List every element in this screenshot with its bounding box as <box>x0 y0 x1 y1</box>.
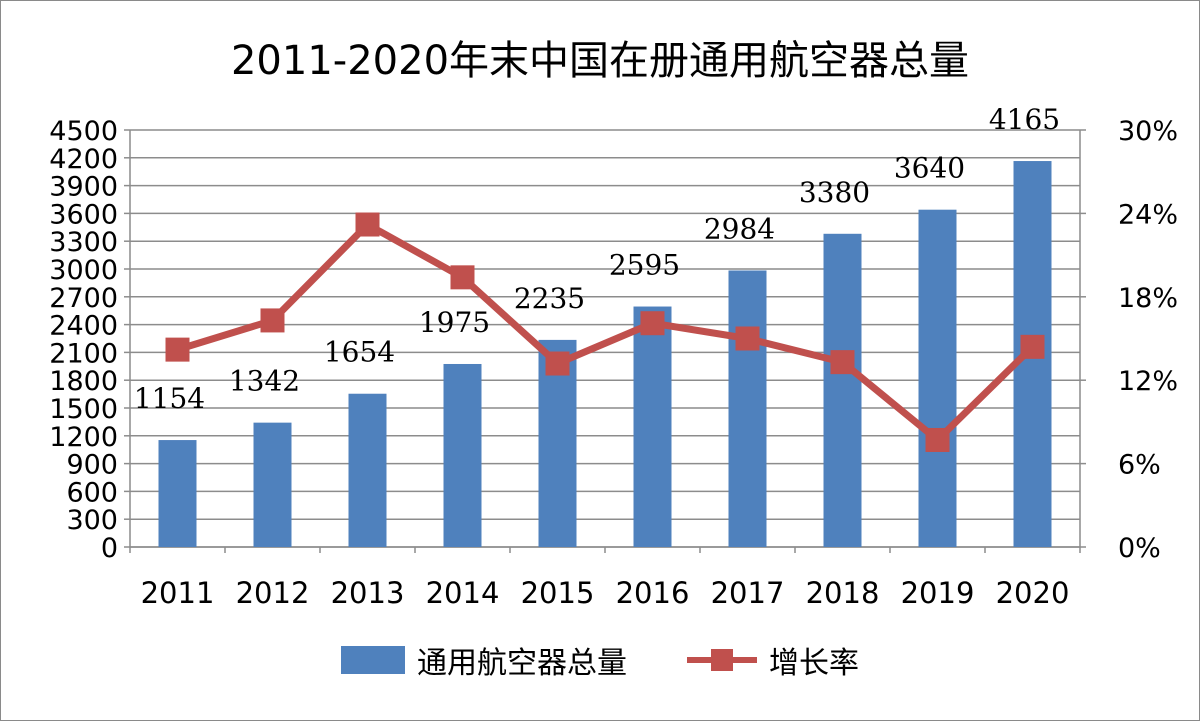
bar <box>823 233 862 547</box>
chart-title: 2011-2020年末中国在册通用航空器总量 <box>230 38 970 84</box>
y-left-tick-label: 1800 <box>49 366 118 397</box>
bar <box>348 393 387 547</box>
bar-data-label: 1654 <box>324 336 395 369</box>
bar-data-label: 1154 <box>134 382 205 415</box>
legend-swatch-line <box>687 646 757 674</box>
growth-marker <box>545 351 570 376</box>
bar-data-label: 4165 <box>989 103 1060 136</box>
growth-marker <box>1020 334 1045 359</box>
growth-marker <box>260 308 285 333</box>
y-left-tick-label: 900 <box>66 450 118 481</box>
y-left-tick-label: 3900 <box>49 172 118 203</box>
y-left-tick-label: 4200 <box>49 144 118 175</box>
bar-data-label: 2595 <box>609 249 680 282</box>
bar-data-label: 1975 <box>419 306 490 339</box>
legend: 通用航空器总量 增长率 <box>0 638 1200 682</box>
y-left-tick-label: 3600 <box>49 199 118 230</box>
y-left-tick-label: 4500 <box>49 116 118 147</box>
y-right-tick-label: 18% <box>1118 283 1178 314</box>
x-tick-label: 2020 <box>996 576 1070 610</box>
y-left-tick-label: 3000 <box>49 255 118 286</box>
x-tick-label: 2019 <box>901 576 975 610</box>
legend-label-line: 增长率 <box>769 646 859 681</box>
growth-marker <box>165 337 190 362</box>
legend-swatch-bar <box>341 646 405 674</box>
bar <box>633 306 672 547</box>
bar-data-label: 3640 <box>894 152 965 185</box>
bar-data-label: 1342 <box>229 365 300 398</box>
growth-marker <box>735 326 760 351</box>
y-left-tick-label: 2100 <box>49 338 118 369</box>
x-tick-label: 2011 <box>141 576 215 610</box>
growth-marker <box>355 212 380 237</box>
bar <box>158 440 197 547</box>
y-left-tick-label: 3300 <box>49 227 118 258</box>
y-right-tick-label: 12% <box>1118 366 1178 397</box>
x-tick-label: 2017 <box>711 576 785 610</box>
x-tick-label: 2016 <box>616 576 690 610</box>
y-left-tick-label: 2400 <box>49 311 118 342</box>
x-tick-label: 2018 <box>806 576 880 610</box>
bar <box>728 270 767 547</box>
bar-data-label: 3380 <box>799 176 870 209</box>
y-left-tick-label: 0 <box>101 533 118 564</box>
bar-data-label: 2984 <box>704 212 775 245</box>
growth-marker <box>925 427 950 452</box>
y-right-tick-label: 6% <box>1118 450 1161 481</box>
legend-item-line: 增长率 <box>687 638 859 682</box>
y-left-tick-label: 600 <box>66 477 118 508</box>
y-left-tick-label: 1200 <box>49 422 118 453</box>
y-right-tick-label: 30% <box>1118 116 1178 147</box>
y-left-tick-label: 300 <box>66 505 118 536</box>
y-left-tick-label: 2700 <box>49 283 118 314</box>
x-tick-label: 2015 <box>521 576 595 610</box>
y-left-tick-label: 1500 <box>49 394 118 425</box>
x-tick-label: 2014 <box>426 576 500 610</box>
growth-marker <box>450 265 475 290</box>
growth-marker <box>640 311 665 336</box>
y-right-tick-label: 0% <box>1118 533 1161 564</box>
x-tick-label: 2013 <box>331 576 405 610</box>
growth-marker <box>830 350 855 375</box>
legend-item-bar: 通用航空器总量 <box>341 638 627 682</box>
bar <box>253 422 292 547</box>
x-tick-label: 2012 <box>236 576 310 610</box>
growth-line <box>176 221 1035 444</box>
bar-data-label: 2235 <box>514 282 585 315</box>
y-right-tick-label: 24% <box>1118 199 1178 230</box>
bar <box>918 209 957 547</box>
legend-label-bar: 通用航空器总量 <box>417 646 627 681</box>
bar <box>443 363 482 547</box>
